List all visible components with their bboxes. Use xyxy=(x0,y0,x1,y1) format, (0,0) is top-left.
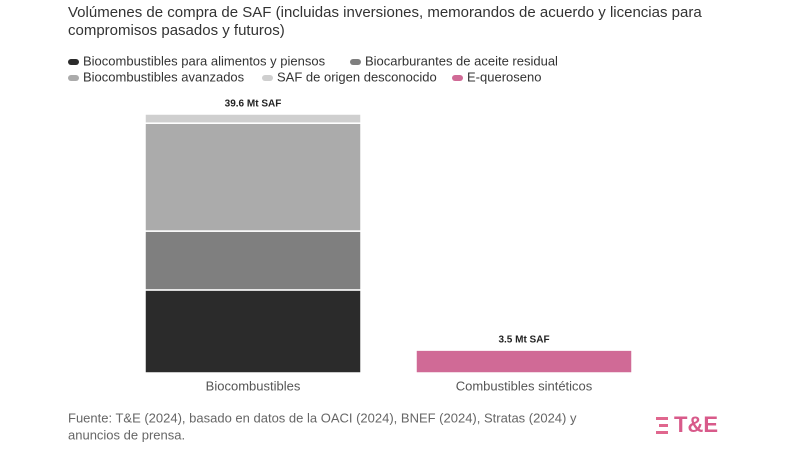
logo-mark xyxy=(656,417,668,434)
bar-segment xyxy=(144,122,362,232)
legend-swatch xyxy=(68,59,79,65)
total-label: 39.6 Mt SAF xyxy=(225,99,282,110)
source: anuncios de prensa. xyxy=(68,427,185,442)
source: Fuente: T&E (2024), basado en datos de l… xyxy=(68,410,577,425)
legend-swatch xyxy=(350,59,361,65)
x-tick-label: Combustibles sintéticos xyxy=(456,378,593,393)
bar-segment xyxy=(144,113,362,124)
bar-segment xyxy=(144,289,362,374)
logo: T&E xyxy=(674,412,718,437)
legend-label: SAF de origen desconocido xyxy=(277,69,437,84)
x-tick-label: Biocombustibles xyxy=(206,378,301,393)
bar-segment xyxy=(144,230,362,291)
legend-label: E-queroseno xyxy=(467,69,541,84)
bar-segment xyxy=(415,349,633,374)
legend-swatch xyxy=(452,75,463,81)
total-label: 3.5 Mt SAF xyxy=(498,335,549,346)
legend-label: Biocarburantes de aceite residual xyxy=(365,53,558,68)
legend-label: Biocombustibles para alimentos y piensos xyxy=(83,53,326,68)
legend-swatch xyxy=(68,75,79,81)
chart-title: compromisos pasados y futuros) xyxy=(68,22,285,39)
chart-title: Volúmenes de compra de SAF (incluidas in… xyxy=(68,4,702,21)
legend-swatch xyxy=(262,75,273,81)
legend-label: Biocombustibles avanzados xyxy=(83,69,245,84)
